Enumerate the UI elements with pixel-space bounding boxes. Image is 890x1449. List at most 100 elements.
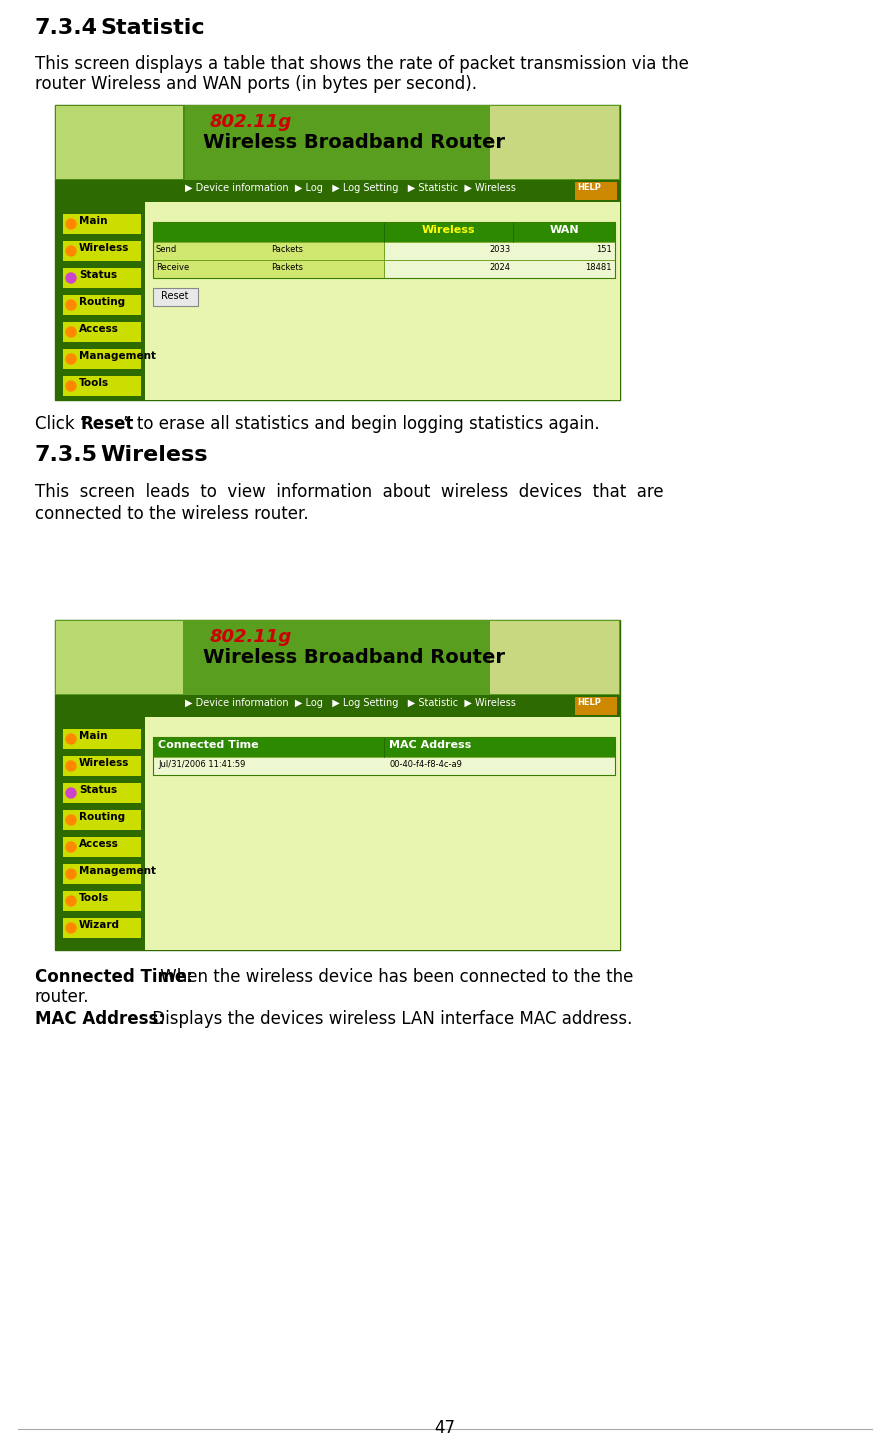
FancyBboxPatch shape (63, 296, 141, 314)
FancyBboxPatch shape (63, 214, 141, 233)
Text: Access: Access (79, 839, 119, 849)
Text: Status: Status (79, 785, 117, 796)
Circle shape (66, 842, 76, 852)
Circle shape (66, 895, 76, 906)
Circle shape (66, 246, 76, 256)
Text: 802.11g: 802.11g (210, 627, 292, 646)
FancyBboxPatch shape (63, 241, 141, 261)
FancyBboxPatch shape (63, 729, 141, 749)
Text: HELP: HELP (577, 183, 601, 193)
Text: Wireless: Wireless (422, 225, 475, 235)
FancyBboxPatch shape (55, 104, 185, 180)
Text: 7.3.5: 7.3.5 (35, 445, 98, 465)
FancyBboxPatch shape (55, 696, 620, 717)
FancyBboxPatch shape (55, 180, 620, 201)
Text: Management: Management (79, 867, 156, 877)
FancyBboxPatch shape (63, 810, 141, 830)
Text: ▶ Device information  ▶ Log   ▶ Log Setting   ▶ Statistic  ▶ Wireless: ▶ Device information ▶ Log ▶ Log Setting… (185, 183, 516, 193)
Text: Wireless: Wireless (100, 445, 207, 465)
Circle shape (66, 300, 76, 310)
Text: 00-40-f4-f8-4c-a9: 00-40-f4-f8-4c-a9 (389, 759, 462, 769)
FancyBboxPatch shape (384, 259, 615, 278)
Text: Wireless: Wireless (79, 758, 129, 768)
Text: 151: 151 (596, 245, 612, 254)
FancyBboxPatch shape (63, 375, 141, 396)
FancyBboxPatch shape (55, 201, 145, 400)
Text: router.: router. (35, 988, 90, 1006)
FancyBboxPatch shape (55, 620, 620, 951)
FancyBboxPatch shape (55, 717, 620, 951)
Circle shape (66, 219, 76, 229)
Circle shape (66, 869, 76, 880)
Circle shape (66, 761, 76, 771)
FancyBboxPatch shape (63, 782, 141, 803)
Circle shape (66, 381, 76, 391)
FancyBboxPatch shape (63, 268, 141, 288)
Text: Main: Main (79, 216, 108, 226)
Text: Click “: Click “ (35, 414, 88, 433)
Text: ” to erase all statistics and begin logging statistics again.: ” to erase all statistics and begin logg… (123, 414, 600, 433)
FancyBboxPatch shape (153, 222, 615, 242)
FancyBboxPatch shape (384, 242, 615, 259)
Text: Tools: Tools (79, 378, 109, 388)
FancyBboxPatch shape (55, 104, 620, 400)
Circle shape (66, 354, 76, 364)
Circle shape (66, 788, 76, 798)
Text: This screen displays a table that shows the rate of packet transmission via the: This screen displays a table that shows … (35, 55, 689, 72)
FancyBboxPatch shape (55, 201, 620, 400)
Text: Access: Access (79, 325, 119, 335)
FancyBboxPatch shape (63, 919, 141, 938)
Circle shape (66, 327, 76, 338)
Text: Wireless Broadband Router: Wireless Broadband Router (203, 133, 505, 152)
FancyBboxPatch shape (153, 288, 198, 306)
Circle shape (66, 814, 76, 824)
Text: 2033: 2033 (490, 245, 510, 254)
Text: Reset: Reset (161, 291, 189, 301)
FancyBboxPatch shape (63, 349, 141, 369)
Text: Displays the devices wireless LAN interface MAC address.: Displays the devices wireless LAN interf… (147, 1010, 633, 1027)
Text: 802.11g: 802.11g (210, 113, 292, 130)
FancyBboxPatch shape (55, 620, 620, 696)
Text: Tools: Tools (79, 893, 109, 903)
Text: Main: Main (79, 730, 108, 740)
Text: Routing: Routing (79, 297, 125, 307)
FancyBboxPatch shape (63, 322, 141, 342)
Text: Wireless: Wireless (79, 243, 129, 254)
Text: 2024: 2024 (490, 264, 510, 272)
Text: Receive: Receive (156, 264, 190, 272)
Text: 7.3.4: 7.3.4 (35, 17, 98, 38)
FancyBboxPatch shape (575, 183, 617, 200)
Text: MAC Address:: MAC Address: (35, 1010, 165, 1027)
Text: 47: 47 (434, 1419, 456, 1437)
FancyBboxPatch shape (153, 242, 384, 259)
Text: Status: Status (79, 270, 117, 280)
FancyBboxPatch shape (56, 622, 183, 694)
Text: Statistic: Statistic (100, 17, 205, 38)
Text: connected to the wireless router.: connected to the wireless router. (35, 506, 309, 523)
Text: WAN: WAN (549, 225, 579, 235)
Text: When the wireless device has been connected to the the: When the wireless device has been connec… (155, 968, 634, 985)
FancyBboxPatch shape (153, 738, 615, 756)
Text: Routing: Routing (79, 811, 125, 822)
FancyBboxPatch shape (575, 697, 617, 714)
FancyBboxPatch shape (56, 106, 183, 180)
FancyBboxPatch shape (490, 622, 619, 694)
Text: Send: Send (156, 245, 177, 254)
Text: Management: Management (79, 351, 156, 361)
Text: Wireless Broadband Router: Wireless Broadband Router (203, 648, 505, 667)
Text: Packets: Packets (271, 245, 303, 254)
Text: HELP: HELP (577, 698, 601, 707)
Circle shape (66, 272, 76, 283)
Text: Packets: Packets (271, 264, 303, 272)
FancyBboxPatch shape (55, 104, 620, 180)
Text: MAC Address: MAC Address (389, 740, 471, 751)
Text: Connected Time: Connected Time (158, 740, 259, 751)
Text: This  screen  leads  to  view  information  about  wireless  devices  that  are: This screen leads to view information ab… (35, 483, 664, 501)
Circle shape (66, 735, 76, 743)
Text: router Wireless and WAN ports (in bytes per second).: router Wireless and WAN ports (in bytes … (35, 75, 477, 93)
Text: Jul/31/2006 11:41:59: Jul/31/2006 11:41:59 (158, 759, 246, 769)
Text: 18481: 18481 (586, 264, 612, 272)
FancyBboxPatch shape (63, 864, 141, 884)
FancyBboxPatch shape (63, 838, 141, 856)
Circle shape (66, 923, 76, 933)
